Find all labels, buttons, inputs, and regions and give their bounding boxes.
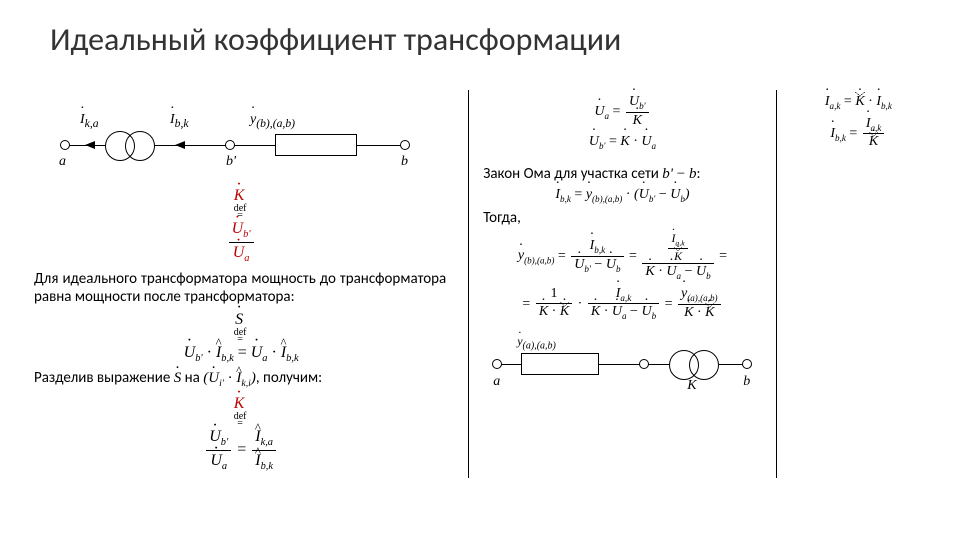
transformer-icon <box>105 131 155 159</box>
label-ibk: Ib,k <box>170 112 189 130</box>
label-ika: Ik,a <box>80 112 99 130</box>
eq-ohm: Ib,k = y(b),(a,b) · (Ub' − Ub) <box>479 187 766 205</box>
eq-deriv-2: = 1 K · K · Ia,k K · Ua − Ub = y(a),(a,b… <box>479 286 766 322</box>
node-b <box>400 140 410 150</box>
transformer2-icon <box>669 350 719 378</box>
left-column: a b' b Ik,a Ib,k y(b),(a,b) K def= Ub' U… <box>30 90 468 478</box>
label2-b: b <box>743 374 750 390</box>
label-y: y(b),(a,b) <box>250 112 295 130</box>
node-a <box>60 140 70 150</box>
para-ohm: Закон Ома для участка сети b' − b: <box>483 165 762 183</box>
eq-S-def: S def= Ub' · Ib,k = Ua · Ib,k <box>30 310 450 366</box>
para-then: Тогда, <box>483 209 762 227</box>
node2-a <box>492 359 502 369</box>
label2-K: K <box>687 378 696 394</box>
eq-Ibk: Ib,k = Ia,k K <box>787 116 930 152</box>
node2-m <box>639 359 649 369</box>
eq-Iak: Ia,k = K · Ib,k <box>787 94 930 112</box>
label-bp: b' <box>226 154 236 170</box>
middle-column: Ua = Ub' K Ub' = K · Ua Закон Ома для уч… <box>468 90 776 478</box>
eq-Ubp: Ub' = K · Ua <box>479 134 766 152</box>
circuit-bottom: a b y(a),(a,b) K <box>479 336 766 396</box>
circuit-top: a b' b Ik,a Ib,k y(b),(a,b) <box>30 90 450 180</box>
label-a: a <box>59 154 66 170</box>
node2-b <box>742 359 752 369</box>
label2-a: a <box>493 374 500 390</box>
arrow-ika <box>85 141 95 149</box>
page-title: Идеальный коэффициент трансформации <box>50 20 621 59</box>
eq-K-result: K def= Ub' Ua = Ik,a Ib,k <box>30 394 450 474</box>
eq-deriv-1: y(b),(a,b) = Ib,k Ub' − Ub = Ia,kK K · U… <box>479 231 766 282</box>
eq-K-def: K def= Ub' Ua <box>30 186 450 266</box>
node-bp <box>225 140 235 150</box>
label-b: b <box>401 154 408 170</box>
right-column: Ia,k = K · Ib,k Ib,k = Ia,k K <box>776 90 930 478</box>
impedance2-icon <box>521 353 599 375</box>
label2-y: y(a),(a,b) <box>517 334 556 351</box>
impedance-icon <box>275 134 357 156</box>
content: a b' b Ik,a Ib,k y(b),(a,b) K def= Ub' U… <box>30 90 930 478</box>
arrow-ibk <box>175 141 185 149</box>
